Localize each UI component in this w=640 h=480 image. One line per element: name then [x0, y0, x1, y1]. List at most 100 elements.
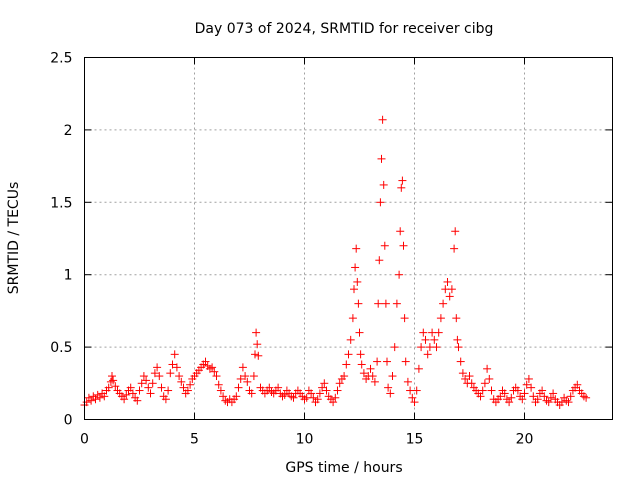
- data-point: [400, 314, 409, 323]
- data-point: [232, 392, 241, 401]
- data-point: [483, 364, 492, 373]
- data-point: [373, 357, 382, 366]
- data-point: [95, 393, 104, 402]
- data-point: [359, 369, 368, 378]
- data-point: [412, 386, 421, 395]
- data-point: [376, 198, 385, 207]
- x-tick-label: 0: [80, 432, 89, 448]
- chart-title: Day 073 of 2024, SRMTID for receiver cib…: [195, 21, 494, 37]
- data-point: [398, 176, 407, 185]
- x-tick-label: 5: [190, 432, 199, 448]
- data-point: [175, 372, 184, 381]
- data-point: [166, 369, 175, 378]
- data-point: [252, 328, 261, 337]
- data-point: [135, 386, 144, 395]
- data-point: [164, 386, 173, 395]
- x-axis-label: GPS time / hours: [285, 460, 402, 476]
- data-point: [538, 386, 547, 395]
- plot-frame: [84, 57, 613, 420]
- data-point: [150, 369, 159, 378]
- data-point: [153, 363, 162, 372]
- y-tick-label: 1: [64, 268, 73, 284]
- data-point: [346, 335, 355, 344]
- data-point: [111, 382, 120, 391]
- data-point: [421, 335, 430, 344]
- data-point: [91, 395, 100, 404]
- data-point: [331, 393, 340, 402]
- data-point: [137, 379, 146, 388]
- data-point: [454, 343, 463, 352]
- data-point: [170, 350, 179, 359]
- data-point: [401, 357, 410, 366]
- data-point: [480, 379, 489, 388]
- data-point: [253, 340, 262, 349]
- data-point: [87, 396, 96, 405]
- data-point: [280, 390, 289, 399]
- data-point: [243, 377, 252, 386]
- data-point: [221, 396, 230, 405]
- x-tick-label: 20: [516, 432, 534, 448]
- data-point: [377, 154, 386, 163]
- data-point: [419, 328, 428, 337]
- data-point: [478, 386, 487, 395]
- data-point: [315, 389, 324, 398]
- data-point: [320, 379, 329, 388]
- data-point: [410, 398, 419, 407]
- data-point: [146, 389, 155, 398]
- x-tick-label: 10: [296, 432, 314, 448]
- data-point: [397, 183, 406, 192]
- data-point: [379, 180, 388, 189]
- data-point: [381, 299, 390, 308]
- data-point: [201, 357, 210, 366]
- data-point: [161, 395, 170, 404]
- data-point: [309, 393, 318, 402]
- data-point: [443, 277, 452, 286]
- data-point: [183, 386, 192, 395]
- data-point: [384, 383, 393, 392]
- data-point: [445, 292, 454, 301]
- data-point: [451, 227, 460, 236]
- data-point: [236, 374, 245, 383]
- data-point: [254, 351, 263, 360]
- data-point: [453, 335, 462, 344]
- data-point: [520, 389, 529, 398]
- data-point: [388, 372, 397, 381]
- data-point: [540, 392, 549, 401]
- data-point: [104, 383, 113, 392]
- data-point: [467, 379, 476, 388]
- data-point: [546, 393, 555, 402]
- data-point: [186, 380, 195, 389]
- data-point: [144, 383, 153, 392]
- data-point: [208, 363, 217, 372]
- data-point: [549, 389, 558, 398]
- data-point: [500, 389, 509, 398]
- data-point: [458, 369, 467, 378]
- data-point: [267, 387, 276, 396]
- data-point: [122, 390, 131, 399]
- data-point: [120, 395, 129, 404]
- x-tick-label: 15: [406, 432, 424, 448]
- data-point: [241, 372, 250, 381]
- data-point: [155, 372, 164, 381]
- data-point: [505, 398, 514, 407]
- data-point: [212, 372, 221, 381]
- data-point: [522, 380, 531, 389]
- data-point: [461, 374, 470, 383]
- data-point: [249, 372, 258, 381]
- data-point: [452, 314, 461, 323]
- data-point: [476, 392, 485, 401]
- data-point: [329, 398, 338, 407]
- data-point: [177, 377, 186, 386]
- data-point: [564, 398, 573, 407]
- data-point: [399, 241, 408, 250]
- data-point: [527, 383, 536, 392]
- data-point: [342, 360, 351, 369]
- data-point: [378, 115, 387, 124]
- data-point: [414, 364, 423, 373]
- data-point: [450, 244, 459, 253]
- data-point: [496, 392, 505, 401]
- data-point: [106, 377, 115, 386]
- data-point: [352, 244, 361, 253]
- data-point: [100, 392, 109, 401]
- data-point: [289, 393, 298, 402]
